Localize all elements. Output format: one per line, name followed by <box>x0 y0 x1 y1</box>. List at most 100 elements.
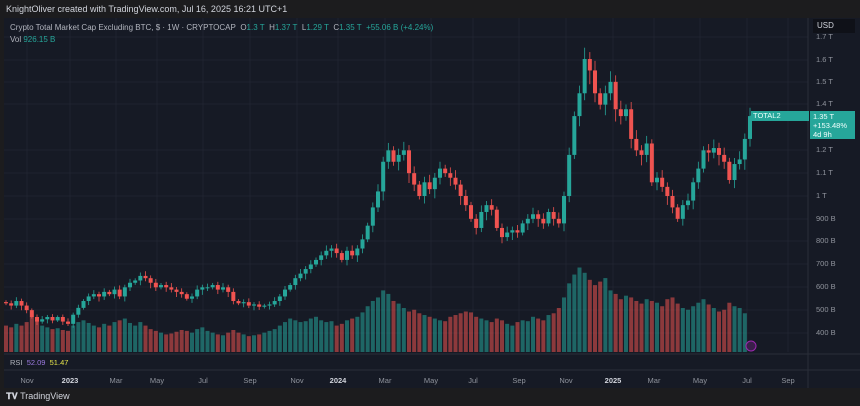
candle-body[interactable] <box>370 207 375 226</box>
candle-body[interactable] <box>567 154 572 196</box>
candle-body[interactable] <box>649 143 654 183</box>
candle-body[interactable] <box>107 291 112 295</box>
candle-body[interactable] <box>288 285 293 290</box>
candle-body[interactable] <box>143 275 148 279</box>
candle-body[interactable] <box>432 177 437 190</box>
candle-body[interactable] <box>484 205 489 212</box>
candle-body[interactable] <box>551 211 556 219</box>
candle-body[interactable] <box>153 282 158 288</box>
candle-body[interactable] <box>262 305 267 307</box>
candle-body[interactable] <box>582 59 587 94</box>
candle-body[interactable] <box>531 214 535 219</box>
candle-body[interactable] <box>308 264 313 270</box>
candle-body[interactable] <box>618 109 623 117</box>
symbol-title[interactable]: Crypto Total Market Cap Excluding BTC, $… <box>10 23 236 32</box>
candle-body[interactable] <box>19 301 24 306</box>
candle-body[interactable] <box>138 275 143 281</box>
candle-body[interactable] <box>215 285 220 290</box>
candle-body[interactable] <box>634 138 639 151</box>
candle-body[interactable] <box>184 294 189 299</box>
candle-body[interactable] <box>556 218 561 224</box>
candle-body[interactable] <box>593 70 597 94</box>
lightning-icon[interactable] <box>745 340 757 352</box>
candle-body[interactable] <box>71 314 76 324</box>
candle-body[interactable] <box>469 205 473 219</box>
candle-body[interactable] <box>587 59 592 71</box>
candle-body[interactable] <box>711 148 716 153</box>
candle-body[interactable] <box>706 150 711 153</box>
candle-body[interactable] <box>319 255 324 260</box>
candle-body[interactable] <box>324 250 329 256</box>
candle-body[interactable] <box>97 294 101 297</box>
candle-body[interactable] <box>438 168 442 178</box>
candle-body[interactable] <box>60 316 65 322</box>
candle-body[interactable] <box>128 282 132 288</box>
candle-body[interactable] <box>164 285 169 288</box>
candle-body[interactable] <box>293 278 298 286</box>
candle-body[interactable] <box>670 196 675 208</box>
candle-body[interactable] <box>200 287 205 290</box>
candle-body[interactable] <box>195 289 200 297</box>
candle-body[interactable] <box>179 291 184 295</box>
candle-body[interactable] <box>665 186 670 196</box>
candle-body[interactable] <box>35 316 39 322</box>
candle-body[interactable] <box>277 296 282 302</box>
candle-body[interactable] <box>267 304 272 306</box>
candle-body[interactable] <box>546 211 551 224</box>
candle-body[interactable] <box>314 259 318 265</box>
candle-body[interactable] <box>629 109 634 139</box>
candle-body[interactable] <box>272 301 277 305</box>
candle-body[interactable] <box>365 225 370 240</box>
candle-body[interactable] <box>221 287 225 290</box>
candle-body[interactable] <box>360 239 365 249</box>
candle-body[interactable] <box>525 218 530 224</box>
candle-body[interactable] <box>479 211 484 228</box>
candle-body[interactable] <box>737 159 742 165</box>
candle-body[interactable] <box>24 305 29 311</box>
candle-body[interactable] <box>391 150 396 162</box>
candle-body[interactable] <box>722 154 727 162</box>
candle-body[interactable] <box>66 321 70 324</box>
candle-body[interactable] <box>427 182 432 190</box>
candle-body[interactable] <box>603 93 608 105</box>
candle-body[interactable] <box>350 250 355 256</box>
candle-body[interactable] <box>655 177 659 183</box>
candle-body[interactable] <box>541 218 546 224</box>
candle-body[interactable] <box>339 253 344 260</box>
candle-body[interactable] <box>598 93 603 105</box>
candle-body[interactable] <box>505 232 510 238</box>
candle-body[interactable] <box>169 287 174 290</box>
candle-body[interactable] <box>412 173 417 185</box>
candle-body[interactable] <box>76 307 81 315</box>
candle-body[interactable] <box>205 287 210 289</box>
candle-body[interactable] <box>226 287 231 292</box>
candle-body[interactable] <box>732 164 737 181</box>
candle-body[interactable] <box>510 230 515 233</box>
candle-body[interactable] <box>463 196 468 206</box>
candle-body[interactable] <box>50 316 55 321</box>
candle-body[interactable] <box>422 182 427 196</box>
candle-body[interactable] <box>345 250 349 260</box>
candle-body[interactable] <box>696 168 701 183</box>
candle-body[interactable] <box>298 273 303 279</box>
candle-body[interactable] <box>407 150 411 174</box>
candle-body[interactable] <box>613 81 618 110</box>
candle-body[interactable] <box>448 173 453 178</box>
candle-body[interactable] <box>675 207 680 219</box>
candle-body[interactable] <box>396 154 401 162</box>
candle-body[interactable] <box>117 289 122 297</box>
candle-body[interactable] <box>572 116 577 155</box>
candle-body[interactable] <box>112 289 117 295</box>
candle-body[interactable] <box>81 301 86 308</box>
candle-body[interactable] <box>577 93 582 117</box>
candle-body[interactable] <box>252 304 256 306</box>
candle-body[interactable] <box>443 168 448 174</box>
candle-body[interactable] <box>401 150 406 155</box>
candle-body[interactable] <box>717 148 721 155</box>
candle-body[interactable] <box>691 182 696 201</box>
candle-body[interactable] <box>381 161 386 192</box>
candle-body[interactable] <box>536 214 541 219</box>
candle-body[interactable] <box>489 205 494 210</box>
candle-body[interactable] <box>246 302 251 306</box>
